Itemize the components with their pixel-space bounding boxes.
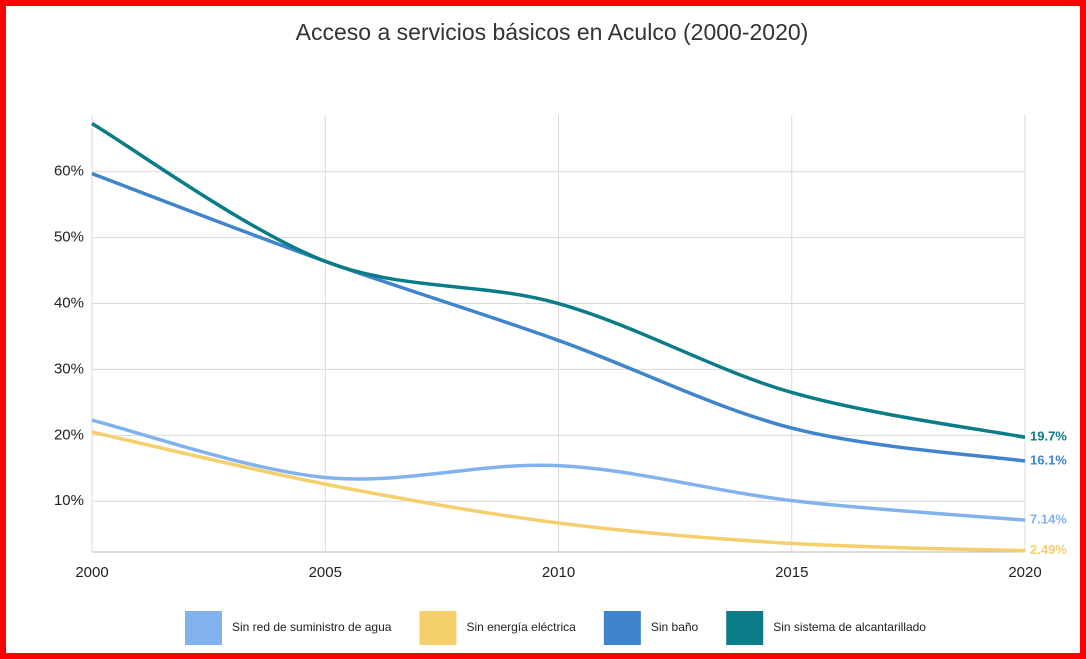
data-label: 19.7% (1030, 429, 1067, 444)
series-line (91, 122, 1026, 440)
series-line (91, 418, 1026, 522)
legend-label: Sin red de suministro de agua (232, 620, 392, 634)
y-tick-label: 40% (54, 294, 84, 311)
x-tick-label: 2005 (309, 564, 342, 581)
y-tick-label: 10% (54, 492, 84, 509)
legend-label: Sin sistema de alcantarillado (773, 620, 926, 634)
legend-label: Sin baño (651, 620, 699, 634)
legend-swatch (726, 611, 764, 645)
data-label: 2.49% (1030, 542, 1067, 557)
y-tick-label: 60% (54, 163, 84, 180)
series-line (91, 430, 1026, 553)
x-tick-label: 2000 (75, 564, 108, 581)
chart-title: Acceso a servicios básicos en Aculco (20… (296, 19, 809, 45)
y-tick-label: 50% (54, 229, 84, 246)
legend-swatch (419, 611, 457, 645)
x-tick-label: 2015 (775, 564, 808, 581)
x-tick-label: 2010 (542, 564, 575, 581)
legend-label: Sin energía eléctrica (466, 620, 576, 634)
y-tick-label: 30% (54, 360, 84, 377)
y-tick-label: 20% (54, 426, 84, 443)
series-line (91, 172, 1026, 463)
legend-swatch (185, 611, 222, 645)
data-label: 7.14% (1030, 512, 1067, 527)
data-label: 16.1% (1030, 452, 1067, 467)
x-tick-label: 2020 (1008, 564, 1041, 581)
legend-swatch (603, 611, 641, 645)
